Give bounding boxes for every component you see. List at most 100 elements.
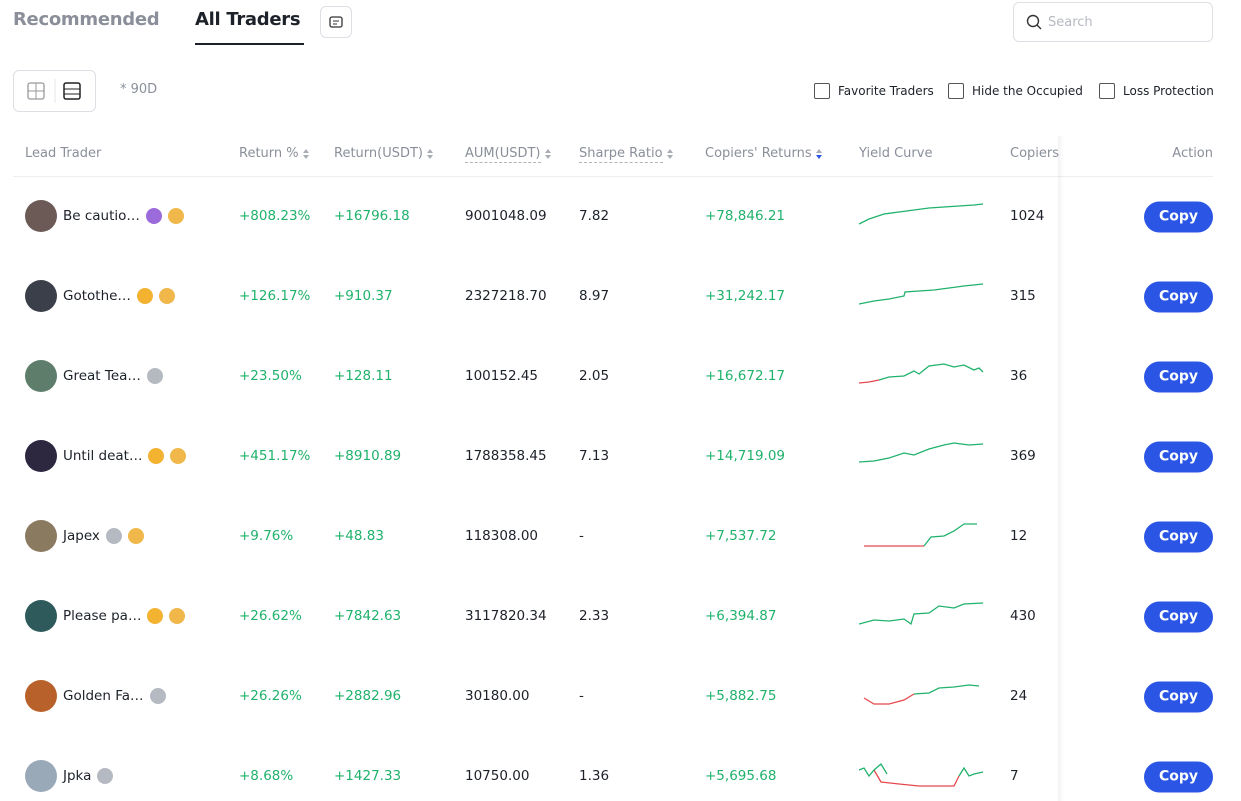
column-header: Lead Trader xyxy=(25,146,102,161)
filter[interactable]: Loss Protection xyxy=(1099,83,1214,99)
badge xyxy=(169,608,186,624)
copiers: 369 xyxy=(1010,448,1036,464)
curve-line xyxy=(923,523,977,547)
header-divider xyxy=(13,176,1213,177)
curve-line xyxy=(859,602,984,626)
copiers-returns: +5,882.75 xyxy=(705,688,777,704)
trader-name: Great Tea… xyxy=(63,368,163,384)
aum: 30180.00 xyxy=(465,688,530,704)
column-header[interactable]: Copiers' Returns xyxy=(705,146,822,161)
sharpe-ratio: - xyxy=(579,528,584,544)
sticky-shadow xyxy=(1058,136,1064,801)
avatar xyxy=(25,360,57,392)
trader-name-text: Jpka xyxy=(63,768,92,784)
return-usdt: +8910.89 xyxy=(334,448,402,464)
column-header[interactable]: Return(USDT) xyxy=(334,146,434,161)
avatar xyxy=(25,600,57,632)
return-pct: +26.62% xyxy=(239,608,302,624)
copy-button[interactable]: Copy xyxy=(1144,681,1213,713)
curve-line xyxy=(873,769,960,787)
return-pct: +126.17% xyxy=(239,288,311,304)
sharpe-ratio: 1.36 xyxy=(579,768,610,784)
copiers: 36 xyxy=(1010,368,1028,384)
badge xyxy=(149,688,166,704)
curve-line xyxy=(863,693,915,705)
badge xyxy=(148,448,165,464)
copy-button[interactable]: Copy xyxy=(1144,521,1213,553)
column-header[interactable]: AUM(USDT) xyxy=(465,146,551,163)
aum: 118308.00 xyxy=(465,528,539,544)
aum: 9001048.09 xyxy=(465,208,547,224)
copy-button[interactable]: Copy xyxy=(1144,361,1213,393)
filter-label: Favorite Traders xyxy=(838,84,934,98)
trader-name-text: Until deat… xyxy=(63,448,143,464)
badge xyxy=(170,448,187,464)
yield-curve xyxy=(859,363,984,384)
copy-button[interactable]: Copy xyxy=(1144,441,1213,473)
yield-curve xyxy=(863,684,980,705)
badge xyxy=(146,368,163,384)
avatar xyxy=(25,200,57,232)
trader-name: Be cautio… xyxy=(63,208,184,224)
copiers: 12 xyxy=(1010,528,1028,544)
badge xyxy=(127,528,144,544)
copiers: 315 xyxy=(1010,288,1036,304)
return-pct: +451.17% xyxy=(239,448,311,464)
filter[interactable]: Hide the Occupied xyxy=(948,83,1083,99)
yield-curve xyxy=(859,763,984,787)
copy-button[interactable]: Copy xyxy=(1144,601,1213,633)
aum: 10750.00 xyxy=(465,768,530,784)
column-header: Copiers xyxy=(1010,146,1060,161)
tab-settings-button[interactable] xyxy=(320,6,352,38)
avatar xyxy=(25,680,57,712)
return-usdt: +910.37 xyxy=(334,288,393,304)
header-text: AUM(USDT) xyxy=(465,146,541,163)
aum: 1788358.45 xyxy=(465,448,547,464)
filter-label: Hide the Occupied xyxy=(972,84,1083,98)
trader-name: Jpka xyxy=(63,768,114,784)
sharpe-ratio: 8.97 xyxy=(579,288,610,304)
header-text: Return(USDT) xyxy=(334,146,424,161)
trader-name: Gotothe… xyxy=(63,288,175,304)
search-icon xyxy=(1026,14,1042,30)
trader-name-text: Golden Fa… xyxy=(63,688,144,704)
yield-curve xyxy=(859,442,984,463)
curve-line xyxy=(859,442,984,463)
return-pct: +8.68% xyxy=(239,768,294,784)
badge xyxy=(105,528,122,544)
curve-line xyxy=(859,283,984,305)
view-icons[interactable] xyxy=(14,71,95,111)
return-usdt: +1427.33 xyxy=(334,768,402,784)
column-header[interactable]: Sharpe Ratio xyxy=(579,146,673,163)
copiers: 430 xyxy=(1010,608,1036,624)
curve-line xyxy=(878,363,984,381)
column-header: Yield Curve xyxy=(859,146,933,161)
copiers: 1024 xyxy=(1010,208,1045,224)
sharpe-ratio: 7.82 xyxy=(579,208,610,224)
copiers-returns: +7,537.72 xyxy=(705,528,777,544)
copy-button[interactable]: Copy xyxy=(1144,761,1213,793)
filter-label: Loss Protection xyxy=(1123,84,1214,98)
column-header[interactable]: Return % xyxy=(239,146,309,161)
tab-underline xyxy=(195,43,304,45)
search-box[interactable]: Search xyxy=(1013,2,1213,42)
tab-all-traders[interactable]: All Traders xyxy=(195,9,301,30)
yield-curve xyxy=(859,203,984,225)
yield-curve xyxy=(864,523,977,547)
copy-button[interactable]: Copy xyxy=(1144,201,1213,233)
tab-recommended[interactable]: Recommended xyxy=(13,9,160,30)
filter[interactable]: Favorite Traders xyxy=(814,83,934,99)
avatar xyxy=(25,280,57,312)
avatar xyxy=(25,760,57,792)
return-pct: +808.23% xyxy=(239,208,311,224)
view-toggle xyxy=(13,70,96,112)
copy-button[interactable]: Copy xyxy=(1144,281,1213,313)
header-text: Sharpe Ratio xyxy=(579,146,663,163)
curve-line xyxy=(859,203,984,225)
icon xyxy=(329,16,343,28)
trader-name: Until deat… xyxy=(63,448,187,464)
aum: 100152.45 xyxy=(465,368,539,384)
copiers-returns: +5,695.68 xyxy=(705,768,777,784)
yield-curve xyxy=(859,283,984,305)
